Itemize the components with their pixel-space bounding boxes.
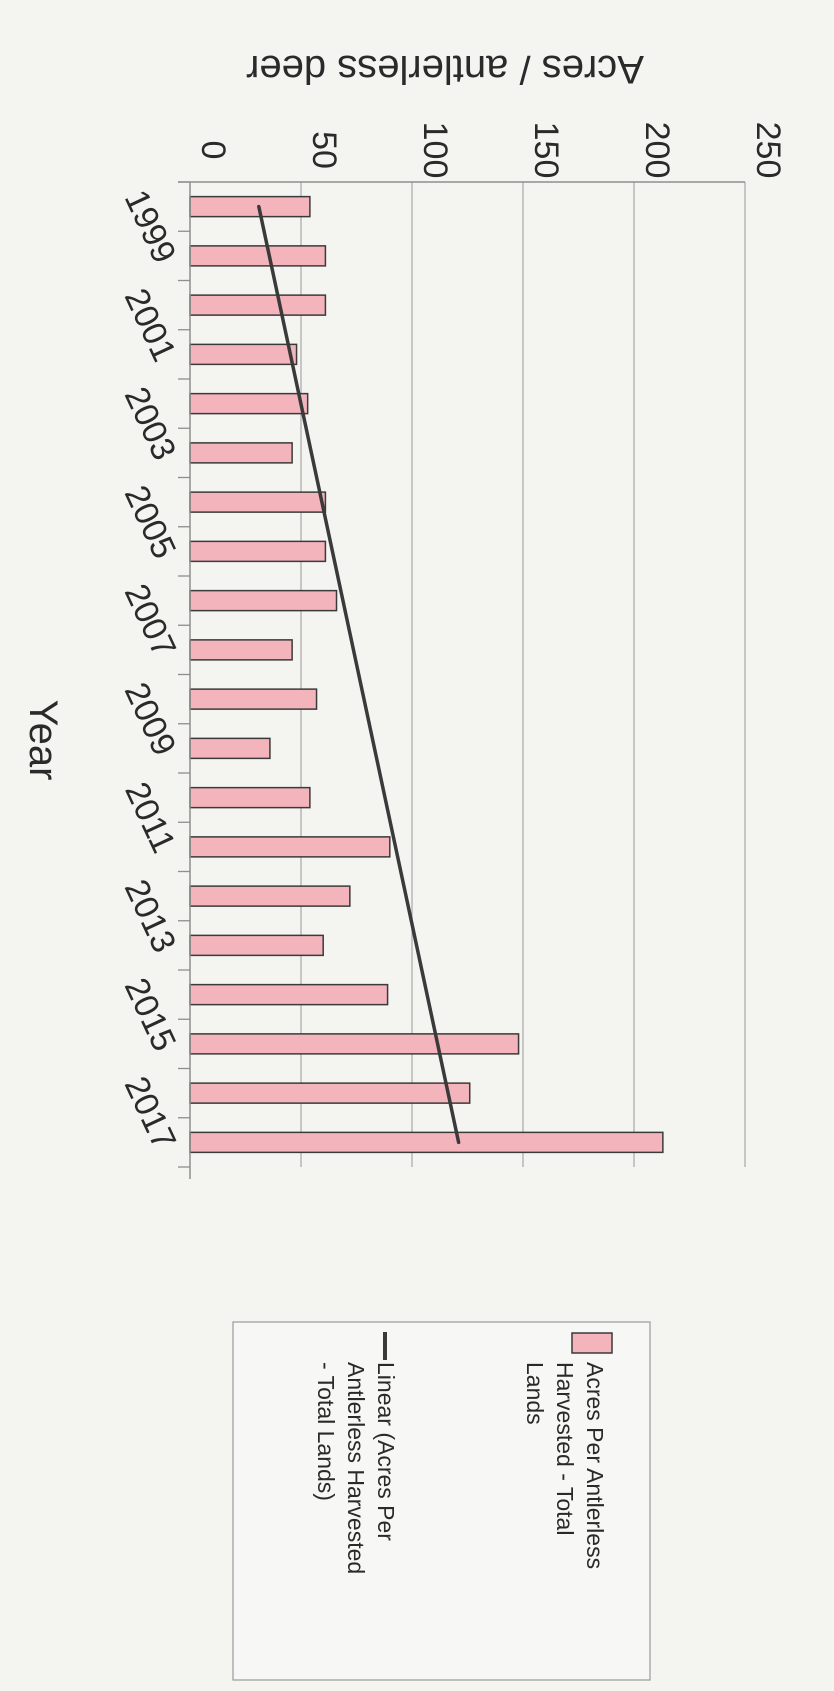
bar	[189, 786, 311, 809]
bar	[189, 737, 271, 760]
legend-bar-label: Acres Per Antlerless Harvested - Total L…	[522, 1362, 608, 1575]
bar	[189, 934, 324, 957]
legend-bar-label-line: Lands	[522, 1362, 548, 1425]
trendline-layer	[257, 204, 461, 1145]
bar	[189, 836, 391, 858]
legend-bar-swatch	[571, 1332, 613, 1354]
legend-bar-label-line: Harvested - Total	[552, 1362, 578, 1535]
bar	[189, 589, 338, 612]
bar	[189, 343, 298, 366]
legend-bar-label-line: Acres Per Antlerless	[582, 1362, 608, 1569]
bar	[189, 392, 309, 415]
bar	[189, 491, 327, 513]
value-tick-label: 250	[749, 122, 787, 179]
legend-trendline-label-line: Antlerless Harvested	[343, 1362, 369, 1574]
axes	[178, 181, 745, 1179]
category-axis-title: Year	[21, 700, 65, 781]
legend: Acres Per Antlerless Harvested - Total L…	[232, 1321, 651, 1681]
value-tick-label: 50	[305, 131, 343, 169]
trendline	[257, 204, 461, 1145]
value-tick-label: 150	[527, 122, 565, 179]
legend-trendline-label: Linear (Acres Per Antlerless Harvested -…	[313, 1362, 399, 1581]
value-axis-ticks: 0 50 100 150 200 250	[194, 122, 787, 179]
bar	[189, 983, 389, 1006]
bar	[189, 442, 293, 464]
bar	[189, 195, 311, 218]
bar	[189, 1033, 520, 1055]
bar	[189, 885, 351, 907]
bar	[189, 1082, 471, 1104]
bar	[189, 688, 318, 710]
legend-trendline-label-line: - Total Lands)	[313, 1362, 339, 1501]
value-tick-label: 200	[638, 122, 676, 179]
value-axis-title: Acres / antlerless deer	[246, 47, 644, 91]
bar	[189, 1131, 664, 1154]
value-tick-label: 0	[194, 141, 232, 160]
bar-series	[189, 195, 664, 1154]
bar	[189, 540, 327, 563]
bar	[189, 245, 327, 267]
bar	[189, 639, 293, 661]
bar	[189, 294, 327, 316]
value-tick-label: 100	[416, 122, 454, 179]
legend-trendline-label-line: Linear (Acres Per	[373, 1362, 399, 1541]
legend-box	[232, 1321, 651, 1681]
